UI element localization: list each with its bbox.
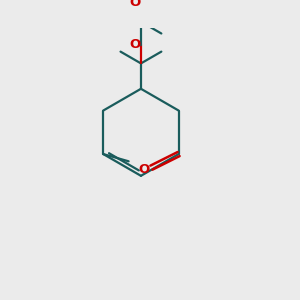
Text: O: O <box>130 38 141 51</box>
Text: O: O <box>139 163 150 176</box>
Text: O: O <box>130 0 141 9</box>
